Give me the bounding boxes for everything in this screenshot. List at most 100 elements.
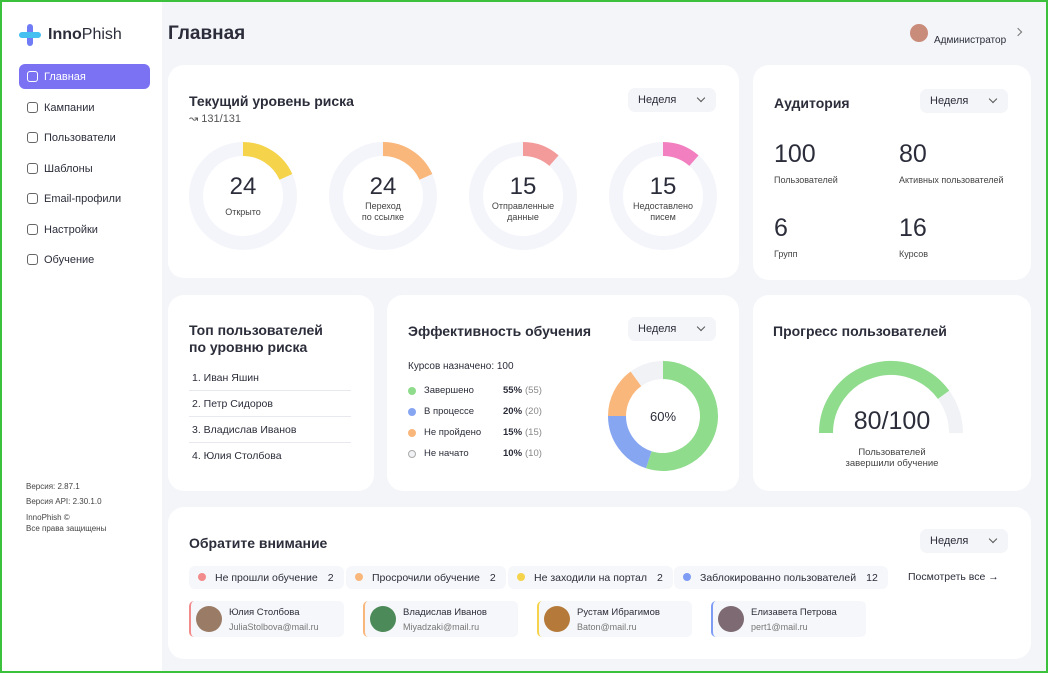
period-select[interactable]: Неделя (920, 89, 1008, 113)
nav-icon (27, 193, 38, 204)
ring-label: Недоставлено (633, 201, 693, 211)
user-card[interactable]: Рустам Ибрагимов Baton@mail.ru (537, 601, 692, 637)
nav-item[interactable]: Обучение (19, 247, 150, 272)
top-users-card: Топ пользователей по уровню риска 1. Иван … (168, 295, 374, 491)
legend-dot (408, 429, 416, 437)
top-user[interactable]: 4. Юлия Столбова (192, 450, 282, 462)
user-avatar (910, 24, 928, 42)
tab-count: 12 (866, 572, 878, 584)
ring-label: Переход (365, 201, 401, 211)
attention-title: Обратите внимание (189, 535, 328, 551)
user-name: Владислав Иванов (403, 607, 487, 618)
legend-dot (408, 450, 416, 458)
audience-title: Аудитория (774, 95, 850, 111)
user-name: Елизавета Петрова (751, 607, 837, 618)
legend-label: Не пройдено (424, 427, 482, 438)
gauge-arc (819, 361, 950, 434)
attention-tab[interactable]: Просрочили обучение 2 (346, 566, 506, 589)
attention-tab[interactable]: Не заходили на портал 2 (508, 566, 673, 589)
ring-arc (242, 142, 293, 181)
user-avatar (370, 606, 396, 632)
nav-icon (27, 71, 38, 82)
risk-count: ↝ 131/131 (189, 113, 242, 125)
nav-item[interactable]: Шаблоны (19, 156, 150, 181)
user-card[interactable]: Елизавета Петрова pert1@mail.ru (711, 601, 866, 637)
top-user[interactable]: 2. Петр Сидоров (192, 398, 273, 410)
tab-count: 2 (656, 572, 663, 584)
stat-label: Групп (774, 249, 798, 259)
ring-arc (522, 142, 559, 167)
nav-label: Настройки (44, 223, 98, 236)
legend-dot (408, 408, 416, 416)
nav-item[interactable]: Настройки (19, 217, 150, 242)
ring-arc (382, 142, 433, 181)
see-all-link[interactable]: Посмотреть все → (908, 571, 999, 583)
nav-label: Шаблоны (44, 162, 93, 175)
legend-percent: 55% (503, 385, 523, 396)
nav-label: Кампании (44, 101, 95, 114)
user-name[interactable]: Администратор (934, 35, 1007, 46)
user-avatar (544, 606, 570, 632)
user-card[interactable]: Юлия Столбова JuliaStolbova@mail.ru (189, 601, 344, 637)
user-email: Miyadzaki@mail.ru (403, 622, 480, 632)
progress-gauge (819, 361, 963, 434)
tab-label: Не прошли обучение (215, 572, 318, 584)
legend-percent: 20% (503, 406, 523, 417)
user-email: pert1@mail.ru (751, 622, 808, 632)
nav-item[interactable]: Email-профили (19, 186, 150, 211)
ring-value: 24 (370, 173, 397, 200)
user-card[interactable]: Владислав Иванов Miyadzaki@mail.ru (363, 601, 518, 637)
nav-icon (27, 101, 38, 113)
tab-count: 2 (489, 572, 496, 584)
ring-value: 15 (650, 173, 677, 200)
nav-icon (27, 132, 38, 143)
nav-label: Обучение (44, 254, 95, 266)
tab-dot (198, 573, 206, 581)
period-select[interactable]: Неделя (920, 529, 1008, 553)
attention-tab[interactable]: Заблокированно пользователей 12 (674, 566, 888, 589)
ring-label: Отправленные (492, 201, 554, 211)
donut-segment (608, 415, 653, 469)
divider (189, 416, 351, 417)
attention-card: Обратите внимание Неделя Посмотреть все … (168, 507, 1031, 659)
top-user[interactable]: 1. Иван Яшин (192, 372, 259, 384)
period-select[interactable]: Неделя (628, 88, 716, 112)
donut-segment (630, 361, 664, 387)
nav-item[interactable]: Кампании (19, 95, 150, 120)
tab-label: Не заходили на портал (534, 572, 647, 584)
training-title: Эффективность обучения (408, 323, 592, 339)
risk-count-text: 131/131 (201, 113, 242, 125)
stat-value: 16 (899, 214, 927, 242)
user-email: Baton@mail.ru (577, 622, 637, 632)
top-user[interactable]: 3. Владислав Иванов (192, 424, 297, 436)
ring-value: 15 (510, 173, 537, 200)
legend-percent: 10% (503, 448, 523, 459)
ring-label: по ссылке (362, 212, 404, 222)
nav-icon (27, 223, 38, 235)
risk-ring: 24 Открыто (189, 142, 297, 250)
logo-icon (19, 24, 41, 46)
attention-tab[interactable]: Не прошли обучение 2 (189, 566, 344, 589)
legend-count: (10) (525, 448, 542, 459)
risk-card: Текущий уровень риска ↝ 131/131 Неделя 2… (168, 65, 739, 278)
risk-title: Текущий уровень риска (189, 93, 354, 109)
top-title: по уровню риска (189, 339, 308, 355)
divider (189, 442, 351, 443)
progress-card: Прогресс пользователей 80/100 Пользовател… (753, 295, 1031, 491)
user-menu-arrow[interactable] (1013, 27, 1023, 37)
nav-icon (27, 162, 38, 174)
period-select[interactable]: Неделя (628, 317, 716, 341)
tab-dot (355, 573, 363, 581)
ring-label: данные (507, 212, 539, 222)
ring-label: писем (650, 212, 676, 222)
stat-value: 100 (774, 140, 816, 168)
logo-text: InnoPhish (48, 26, 122, 44)
nav-item[interactable]: Главная (19, 64, 150, 89)
page-title: Главная (168, 23, 246, 44)
nav-item[interactable]: Пользователи (19, 125, 150, 150)
progress-caption: завершили обучение (845, 458, 939, 469)
